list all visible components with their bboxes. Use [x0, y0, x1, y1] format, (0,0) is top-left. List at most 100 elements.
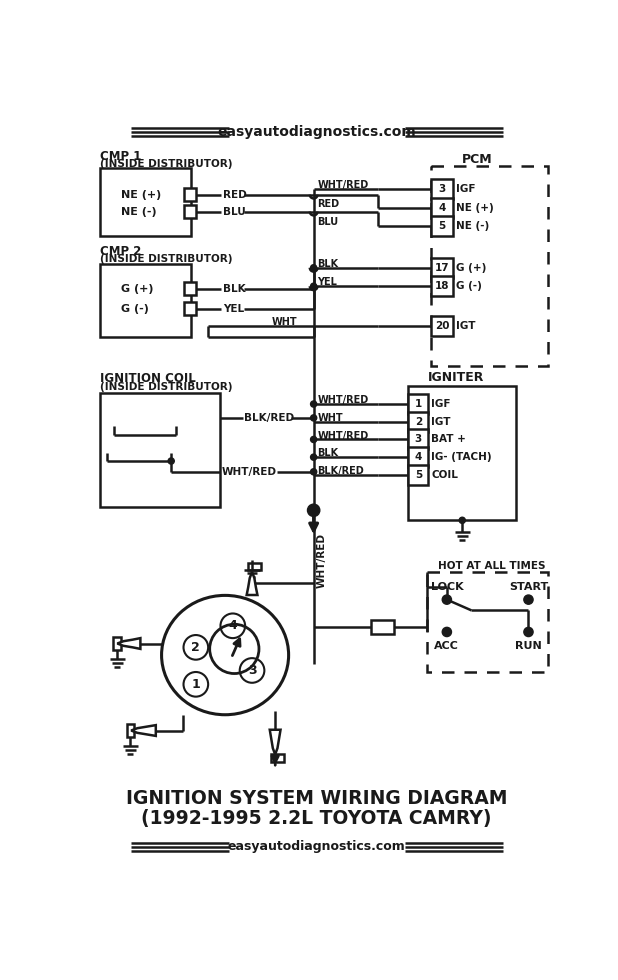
Polygon shape [117, 638, 140, 649]
Text: IGNITER: IGNITER [428, 370, 485, 383]
Circle shape [311, 454, 317, 461]
Text: 2: 2 [415, 416, 422, 426]
Text: WHT: WHT [318, 413, 343, 423]
Bar [100, 393, 220, 508]
Text: BLU: BLU [222, 207, 245, 217]
Circle shape [524, 595, 533, 605]
Text: 2: 2 [192, 641, 200, 654]
Text: IG- (TACH): IG- (TACH) [431, 452, 492, 463]
Text: IGT: IGT [431, 416, 451, 426]
Circle shape [308, 504, 320, 516]
Bar [431, 198, 453, 218]
Text: BAT +: BAT + [431, 434, 467, 445]
Text: CMP 2: CMP 2 [100, 245, 142, 258]
Text: BLK/RED: BLK/RED [244, 413, 294, 423]
Text: G (-): G (-) [121, 304, 149, 314]
Bar [431, 217, 453, 236]
Bar [408, 447, 428, 467]
Circle shape [168, 458, 174, 465]
Text: (INSIDE DISTRIBUTOR): (INSIDE DISTRIBUTOR) [100, 159, 233, 170]
Circle shape [459, 517, 465, 523]
Text: 3: 3 [439, 184, 446, 194]
Text: WHT/RED: WHT/RED [317, 533, 327, 588]
Bar [184, 206, 196, 218]
Text: IGF: IGF [431, 399, 451, 409]
Text: 18: 18 [435, 281, 449, 291]
Text: 5: 5 [415, 469, 422, 480]
Text: 1: 1 [415, 399, 422, 409]
Text: HOT AT ALL TIMES: HOT AT ALL TIMES [438, 562, 545, 571]
Text: 3: 3 [415, 434, 422, 445]
Text: 17: 17 [435, 263, 449, 272]
Text: IGNITION COIL: IGNITION COIL [100, 371, 196, 385]
Text: BLK/RED: BLK/RED [318, 466, 364, 476]
Bar [408, 429, 428, 450]
Bar [114, 637, 121, 650]
Text: easyautodiagnostics.com: easyautodiagnostics.com [218, 125, 416, 139]
Text: 5: 5 [439, 221, 446, 231]
Text: easyautodiagnostics.com: easyautodiagnostics.com [228, 840, 405, 854]
Bar [431, 276, 453, 296]
Text: 3: 3 [248, 664, 256, 677]
Bar [271, 755, 284, 762]
Circle shape [442, 595, 452, 605]
Text: START: START [509, 582, 548, 592]
Text: NE (+): NE (+) [121, 189, 161, 200]
Text: 4: 4 [229, 619, 237, 632]
Bar [408, 394, 428, 414]
Text: BLK: BLK [318, 448, 339, 459]
Bar [431, 166, 549, 367]
Bar [431, 179, 453, 199]
Text: (INSIDE DISTRIBUTOR): (INSIDE DISTRIBUTOR) [100, 254, 233, 264]
Bar [127, 724, 134, 737]
Text: NE (-): NE (-) [121, 207, 157, 217]
Text: 4: 4 [415, 452, 422, 463]
Bar [248, 563, 261, 570]
Bar [184, 188, 196, 201]
Circle shape [311, 436, 317, 443]
Text: WHT/RED: WHT/RED [318, 430, 369, 441]
Text: G (+): G (+) [121, 283, 154, 294]
Text: COIL: COIL [431, 469, 459, 480]
Text: IGNITION SYSTEM WIRING DIAGRAM: IGNITION SYSTEM WIRING DIAGRAM [126, 789, 507, 808]
Circle shape [524, 627, 533, 637]
Text: 4: 4 [439, 203, 446, 213]
Text: 1: 1 [192, 678, 200, 691]
Polygon shape [131, 725, 156, 736]
Bar [408, 412, 428, 432]
Bar [100, 264, 191, 337]
Circle shape [311, 468, 317, 475]
Text: ACC: ACC [434, 641, 459, 651]
Circle shape [311, 401, 317, 407]
Bar [431, 317, 453, 336]
Circle shape [311, 283, 317, 289]
Circle shape [442, 627, 452, 637]
Text: BLU: BLU [318, 218, 339, 227]
Circle shape [311, 415, 317, 421]
Text: (INSIDE DISTRIBUTOR): (INSIDE DISTRIBUTOR) [100, 382, 233, 392]
Text: BLK: BLK [222, 283, 245, 294]
Bar [184, 282, 196, 295]
Bar [431, 258, 453, 277]
Polygon shape [247, 572, 258, 595]
Text: WHT/RED: WHT/RED [318, 180, 369, 190]
Text: RED: RED [222, 189, 247, 200]
Text: YEL: YEL [222, 304, 244, 314]
Bar [427, 572, 549, 672]
Bar [408, 465, 428, 485]
Text: WHT/RED: WHT/RED [318, 395, 369, 405]
Text: NE (+): NE (+) [456, 203, 494, 213]
Text: LOCK: LOCK [431, 582, 463, 592]
Text: BLK: BLK [318, 259, 339, 269]
Text: G (-): G (-) [456, 281, 482, 291]
Ellipse shape [161, 596, 289, 714]
Bar [100, 169, 191, 236]
Text: RUN: RUN [515, 641, 542, 651]
Bar [371, 620, 394, 634]
Bar [408, 385, 516, 520]
Circle shape [210, 624, 259, 673]
Text: RED: RED [318, 199, 340, 209]
Text: NE (-): NE (-) [456, 221, 489, 231]
Text: WHT: WHT [271, 318, 297, 327]
Text: G (+): G (+) [456, 263, 486, 272]
